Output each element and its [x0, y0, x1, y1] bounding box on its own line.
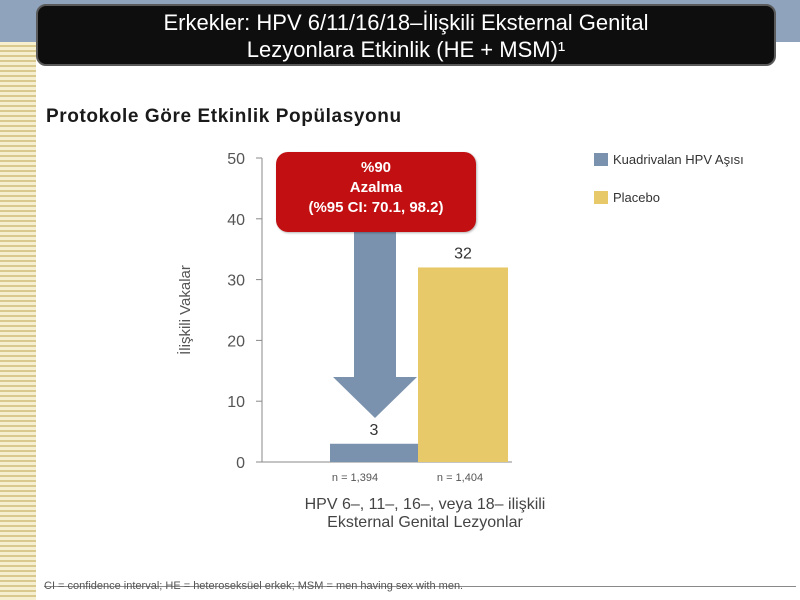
x-category-label-line-2: Eksternal Genital Lezyonlar [327, 514, 523, 531]
reduction-ci: (%95 CI: 70.1, 98.2) [308, 199, 444, 216]
slide-title-line-1: Erkekler: HPV 6/11/16/18–İlişkili Ekster… [163, 10, 649, 35]
reduction-callout: %90 Azalma (%95 CI: 70.1, 98.2) [276, 152, 476, 232]
data-label-vaccine: 3 [370, 422, 379, 439]
y-axis-title: İlişkili Vakalar [176, 265, 194, 355]
y-tick-label: 20 [227, 333, 245, 350]
legend-label-vaccine: Kuadrivalan HPV Aşısı [613, 152, 744, 167]
x-category-label: HPV 6–, 11–, 16–, veya 18– ilişkili Ekst… [255, 496, 595, 532]
n-label-placebo: n = 1,404 [437, 472, 483, 484]
y-tick-label: 50 [227, 151, 245, 168]
legend-swatch-vaccine [594, 153, 608, 166]
y-tick-label: 30 [227, 273, 245, 290]
slide-title-line-2: Lezyonlara Etkinlik (HE + MSM)¹ [246, 37, 566, 62]
footnote: CI = confidence interval; HE = heterosek… [44, 580, 464, 592]
n-label-vaccine: n = 1,394 [332, 472, 378, 484]
y-tick-label: 40 [227, 212, 245, 229]
y-tick-label: 10 [227, 394, 245, 411]
reduction-percent: %90 [360, 159, 392, 176]
legend-label-placebo: Placebo [613, 190, 660, 205]
chart-subtitle: Protokole Göre Etkinlik Popülasyonu [46, 106, 402, 127]
decorative-stripe-band [0, 42, 36, 600]
reduction-label: Azalma [349, 179, 403, 196]
legend-item-vaccine: Kuadrivalan HPV Aşısı [594, 152, 744, 167]
y-tick-label: 0 [236, 455, 245, 472]
data-label-placebo: 32 [454, 245, 472, 262]
slide-title: Erkekler: HPV 6/11/16/18–İlişkili Ekster… [36, 4, 776, 66]
y-axis-ticks: 0 10 20 30 40 50 [227, 151, 262, 472]
reduction-arrow [333, 230, 417, 418]
x-category-label-line-1: HPV 6–, 11–, 16–, veya 18– ilişkili [304, 496, 546, 513]
bar-placebo [418, 267, 508, 462]
footnote-divider [44, 586, 796, 587]
bars-group: 3 n = 1,394 32 n = 1,404 [330, 245, 508, 484]
bar-vaccine [330, 443, 418, 462]
legend-item-placebo: Placebo [594, 190, 660, 205]
legend-swatch-placebo [594, 191, 608, 204]
